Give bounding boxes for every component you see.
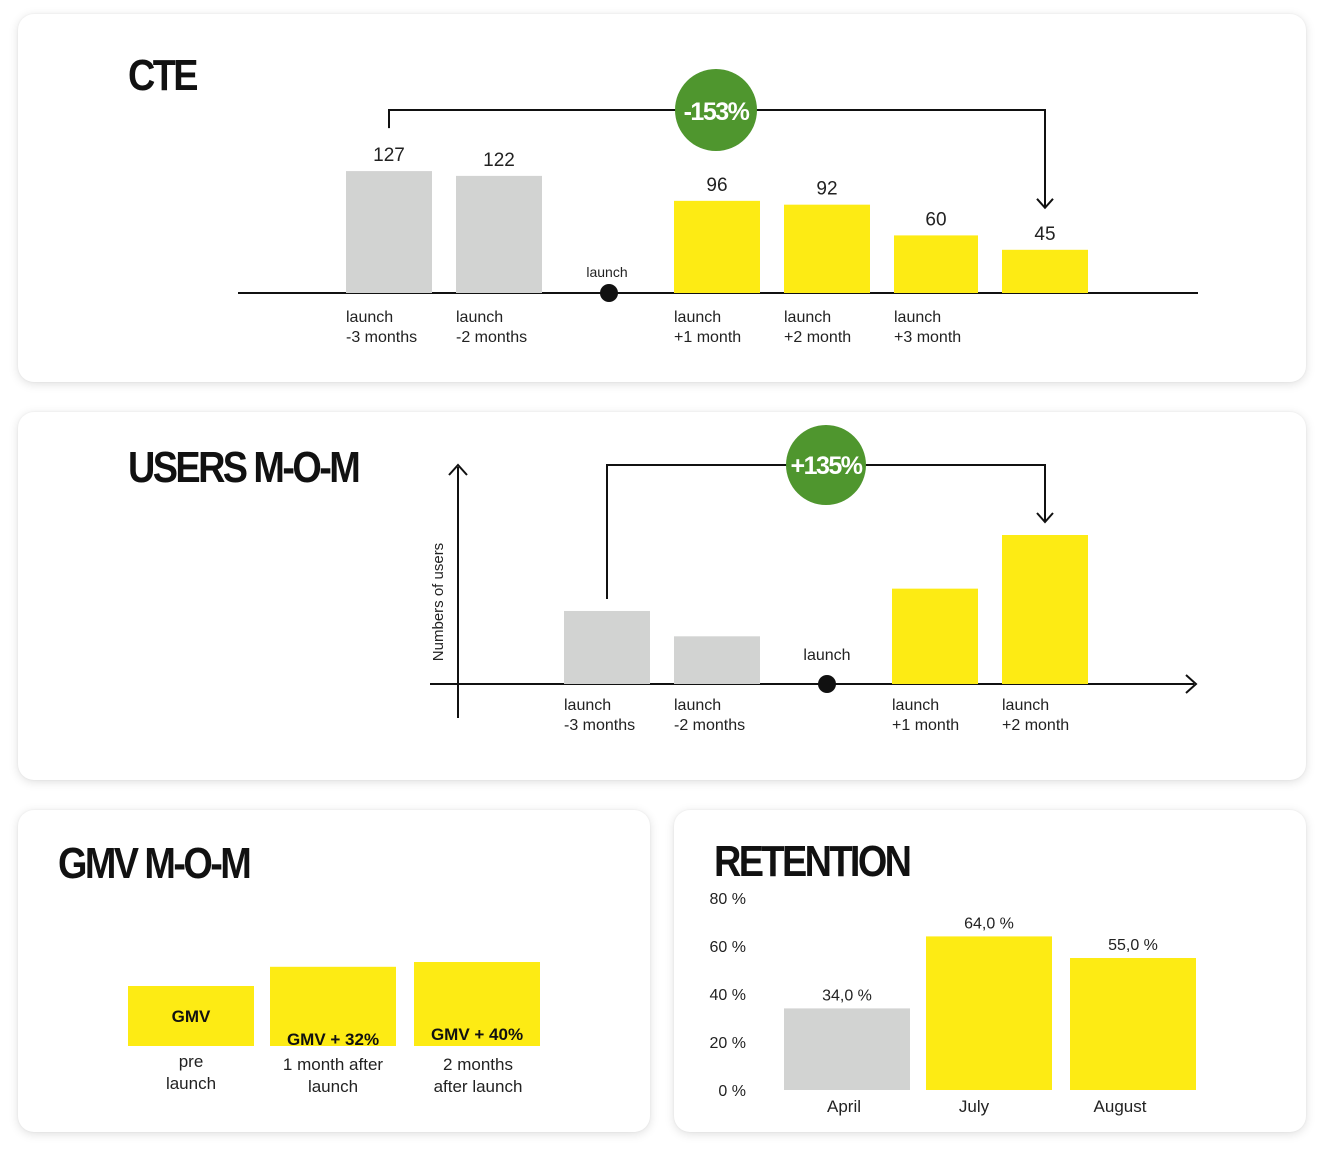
users-bar-3 — [1002, 535, 1088, 684]
retention-ytick-2: 40 % — [710, 987, 746, 1004]
retention-value-label-1: 64,0 % — [964, 915, 1014, 932]
cte-value-label-1: 122 — [483, 150, 515, 171]
users-chart: Numbers of users launch -3 months launch -2… — [430, 425, 1198, 734]
retention-category-label-1: July — [959, 1097, 990, 1116]
users-category-label-0-line-1: -3 months — [564, 717, 635, 734]
users-change-badge — [786, 425, 866, 505]
cte-change-badge-label: -153% — [684, 98, 750, 126]
cte-category-label-1-line-0: launch — [456, 309, 503, 326]
gmv-bar-label-2: GMV + 40% — [431, 1025, 523, 1044]
cte-value-label-5: 45 — [1034, 224, 1055, 245]
users-launch-label: launch — [803, 647, 850, 664]
cte-category-label-0-line-0: launch — [346, 309, 393, 326]
retention-bar-1 — [926, 936, 1052, 1090]
cte-launch-label: launch — [586, 264, 627, 280]
users-bar-2 — [892, 588, 978, 684]
users-bar-0 — [564, 610, 650, 684]
retention-ytick-0: 0 % — [718, 1083, 746, 1100]
users-category-label-2-line-1: +1 month — [892, 717, 959, 734]
cte-value-label-2: 96 — [706, 175, 727, 196]
retention-value-label-2: 55,0 % — [1108, 937, 1158, 954]
users-category-label-1-line-1: -2 months — [674, 717, 745, 734]
users-category-label-2-line-0: launch — [892, 697, 939, 714]
gmv-title: GMV M-O-M — [58, 839, 252, 888]
gmv-chart: GMV pre launch GMV + 32% 1 month after launch… — [128, 962, 540, 1096]
retention-ytick-3: 60 % — [710, 939, 746, 956]
gmv-bar-1 — [270, 966, 396, 1046]
cte-category-label-3-line-0: launch — [784, 309, 831, 326]
cte-category-label-0-line-1: -3 months — [346, 329, 417, 346]
retention-card: RETENTION 0 % 20 % 40 % 60 % 80 % 34,0 % Apri… — [674, 810, 1306, 1132]
retention-ytick-1: 20 % — [710, 1035, 746, 1052]
users-category-label-1-line-0: launch — [674, 697, 721, 714]
cte-bar-3 — [784, 204, 870, 293]
users-category-label-0-line-0: launch — [564, 697, 611, 714]
gmv-bar-label-1: GMV + 32% — [287, 1030, 379, 1049]
cte-bar-5 — [1002, 249, 1088, 293]
users-x-axis-arrow — [1185, 674, 1198, 694]
cte-bar-4 — [894, 235, 978, 293]
gmv-category-label-2-line-1: after launch — [434, 1077, 523, 1096]
cte-category-label-1-line-1: -2 months — [456, 329, 527, 346]
gmv-card: GMV M-O-M GMV pre launch GMV + 32% 1 month a… — [18, 810, 650, 1132]
users-change-badge-label: +135% — [790, 452, 862, 480]
cte-chart: 127 launch -3 months 122 launch -2 months 96 la… — [238, 69, 1198, 346]
gmv-bar-0 — [128, 986, 254, 1046]
cte-value-label-4: 60 — [925, 209, 946, 230]
users-y-axis-arrow — [448, 463, 468, 476]
cte-comparison-arrowhead — [1036, 198, 1054, 210]
cte-change-badge — [675, 69, 757, 151]
users-y-label: Numbers of users — [430, 543, 447, 661]
users-title: USERS M-O-M — [128, 443, 361, 492]
gmv-category-label-2-line-0: 2 months — [443, 1055, 513, 1074]
retention-bar-0 — [784, 1008, 910, 1090]
gmv-category-label-1-line-1: launch — [308, 1077, 358, 1096]
users-bar-1 — [674, 636, 760, 684]
users-comparison-arrowhead — [1036, 512, 1054, 524]
retention-value-label-0: 34,0 % — [822, 987, 872, 1004]
gmv-bar-label-0: GMV — [172, 1007, 211, 1026]
cte-bar-0 — [346, 171, 432, 293]
retention-category-label-0: April — [827, 1097, 861, 1116]
cte-category-label-4-line-0: launch — [894, 309, 941, 326]
cte-value-label-3: 92 — [816, 179, 837, 200]
users-category-label-3-line-0: launch — [1002, 697, 1049, 714]
users-card: USERS M-O-M Numbers of users launch -3 mo… — [18, 412, 1306, 780]
cte-title: CTE — [128, 51, 199, 100]
gmv-bar-2 — [414, 962, 540, 1046]
cte-card: CTE 127 launch -3 months 122 launch -2 months… — [18, 14, 1306, 382]
users-launch-dot — [818, 675, 836, 693]
cte-category-label-2-line-0: launch — [674, 309, 721, 326]
retention-ytick-4: 80 % — [710, 891, 746, 908]
retention-bar-2 — [1070, 958, 1196, 1090]
gmv-category-label-0-line-1: launch — [166, 1074, 216, 1093]
cte-value-label-0: 127 — [373, 145, 405, 166]
gmv-category-label-0-line-0: pre — [179, 1052, 204, 1071]
gmv-category-label-1-line-0: 1 month after — [283, 1055, 384, 1074]
retention-chart: 0 % 20 % 40 % 60 % 80 % 34,0 % April 64,0 % Jul… — [710, 891, 1196, 1116]
cte-category-label-2-line-1: +1 month — [674, 329, 741, 346]
retention-category-label-2: August — [1094, 1097, 1147, 1116]
cte-category-label-4-line-1: +3 month — [894, 329, 961, 346]
cte-bar-2 — [674, 200, 760, 293]
cte-category-label-3-line-1: +2 month — [784, 329, 851, 346]
users-category-label-3-line-1: +2 month — [1002, 717, 1069, 734]
cte-bar-1 — [456, 175, 542, 293]
cte-launch-dot — [600, 284, 618, 302]
retention-title: RETENTION — [714, 837, 912, 886]
